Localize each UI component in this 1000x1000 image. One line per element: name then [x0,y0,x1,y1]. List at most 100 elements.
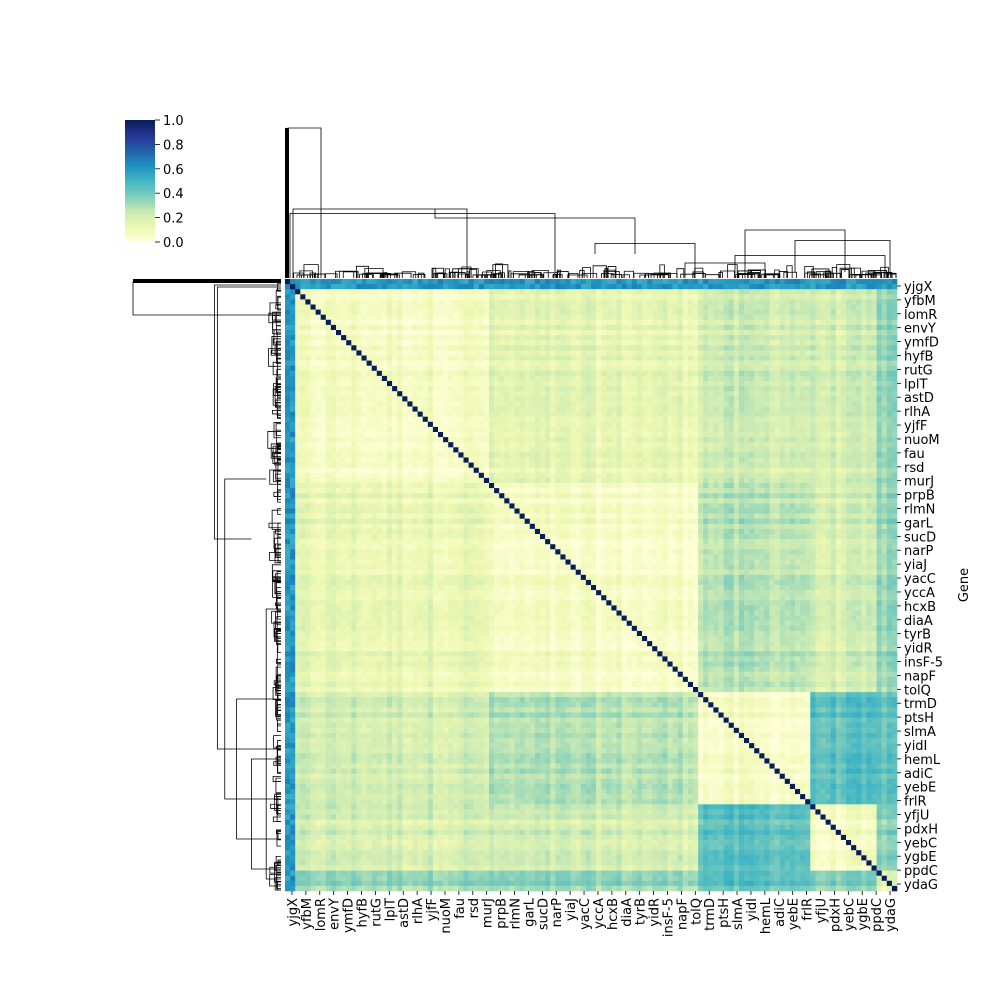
heatmap-cell [693,350,699,356]
heatmap-cell [325,386,332,392]
heatmap-cell [764,335,770,341]
heatmap-cell [856,437,862,443]
heatmap-cell [534,335,541,341]
heatmap-cell [677,462,684,468]
heatmap-cell [744,416,750,423]
heatmap-cell [565,335,571,341]
heatmap-cell [861,319,867,326]
heatmap-cell [407,340,413,346]
heatmap-cell [621,279,627,285]
heatmap-cell [473,299,480,305]
heatmap-cell [300,452,306,458]
heatmap-cell [626,340,633,346]
heatmap-cell [341,314,347,321]
heatmap-cell [672,279,678,285]
heatmap-cell [866,462,872,468]
heatmap-cell [667,355,673,361]
heatmap-cell [285,335,291,341]
heatmap-cell [407,375,413,382]
heatmap-cell [325,472,332,479]
heatmap-cell [886,299,893,305]
heatmap-cell [687,365,694,372]
heatmap-cell [575,467,582,474]
heatmap-cell [800,396,806,402]
heatmap-cell [346,375,352,382]
heatmap-cell [524,365,531,372]
heatmap-cell [371,462,378,468]
heatmap-cell [438,447,444,453]
heatmap-cell [295,447,301,453]
heatmap-cell [443,330,449,336]
heatmap-cell [483,447,490,453]
heatmap-cell [448,437,454,443]
dendrogram-link [274,573,281,594]
heatmap-cell [285,421,291,428]
heatmap-cell [387,365,393,372]
heatmap-cell [825,284,831,290]
heatmap-cell [713,467,719,474]
heatmap-cell [764,355,770,361]
heatmap-cell [647,350,653,356]
heatmap-cell [851,314,857,321]
heatmap-cell [891,391,898,397]
heatmap-cell [733,360,740,366]
dendrogram-link [434,209,636,254]
heatmap-cell [754,437,760,443]
heatmap-cell [366,335,372,341]
heatmap-cell [290,381,296,387]
heatmap-cell [351,391,357,397]
heatmap-cell [376,452,383,458]
dendrogram-link [495,263,503,278]
heatmap-cell [733,432,740,438]
heatmap-cell [310,467,316,474]
heatmap-cell [840,396,847,402]
heatmap-cell [458,360,464,366]
heatmap-cell [774,391,780,397]
heatmap-cell [733,437,740,443]
heatmap-cell [789,294,796,300]
heatmap-cell [647,370,653,377]
heatmap-cell [448,340,454,346]
heatmap-cell [677,447,684,453]
heatmap-cell [336,330,342,336]
heatmap-cell [764,330,770,336]
heatmap-cell [432,350,439,356]
heatmap-cell [871,350,877,356]
heatmap-cell [519,381,525,387]
heatmap-cell [861,309,867,315]
heatmap-cell [290,472,296,479]
heatmap-cell [846,381,852,387]
colorbar-tick-label: 0.4 [163,187,184,202]
heatmap-cell [596,401,602,407]
heatmap-cell [499,345,505,351]
heatmap-cell [677,432,684,438]
heatmap-cell [800,360,806,366]
heatmap-cell [290,309,296,315]
heatmap-cell [764,416,770,423]
heatmap-cell [749,370,755,377]
heatmap-cell [708,355,714,361]
heatmap-cell [540,324,546,331]
heatmap-cell [789,426,796,433]
heatmap-cell [519,309,525,315]
heatmap-cell [728,401,735,407]
heatmap-cell [703,381,709,387]
dendrogram-link [490,274,496,278]
heatmap-cell [800,340,806,346]
dendrogram-link [761,273,779,278]
heatmap-cell [381,396,388,402]
heatmap-cell [861,452,867,458]
heatmap-cell [494,324,500,331]
heatmap-cell [509,360,515,366]
heatmap-cell [677,360,684,366]
heatmap-cell [728,381,735,387]
heatmap-cell [652,447,658,453]
heatmap-cell [545,340,551,346]
heatmap-cell [703,294,709,300]
heatmap-cell [412,467,418,474]
heatmap-cell [310,421,316,428]
heatmap-cell [514,365,520,372]
heatmap-cell [682,330,689,336]
heatmap-cell [550,324,556,331]
heatmap-cell [657,462,663,468]
